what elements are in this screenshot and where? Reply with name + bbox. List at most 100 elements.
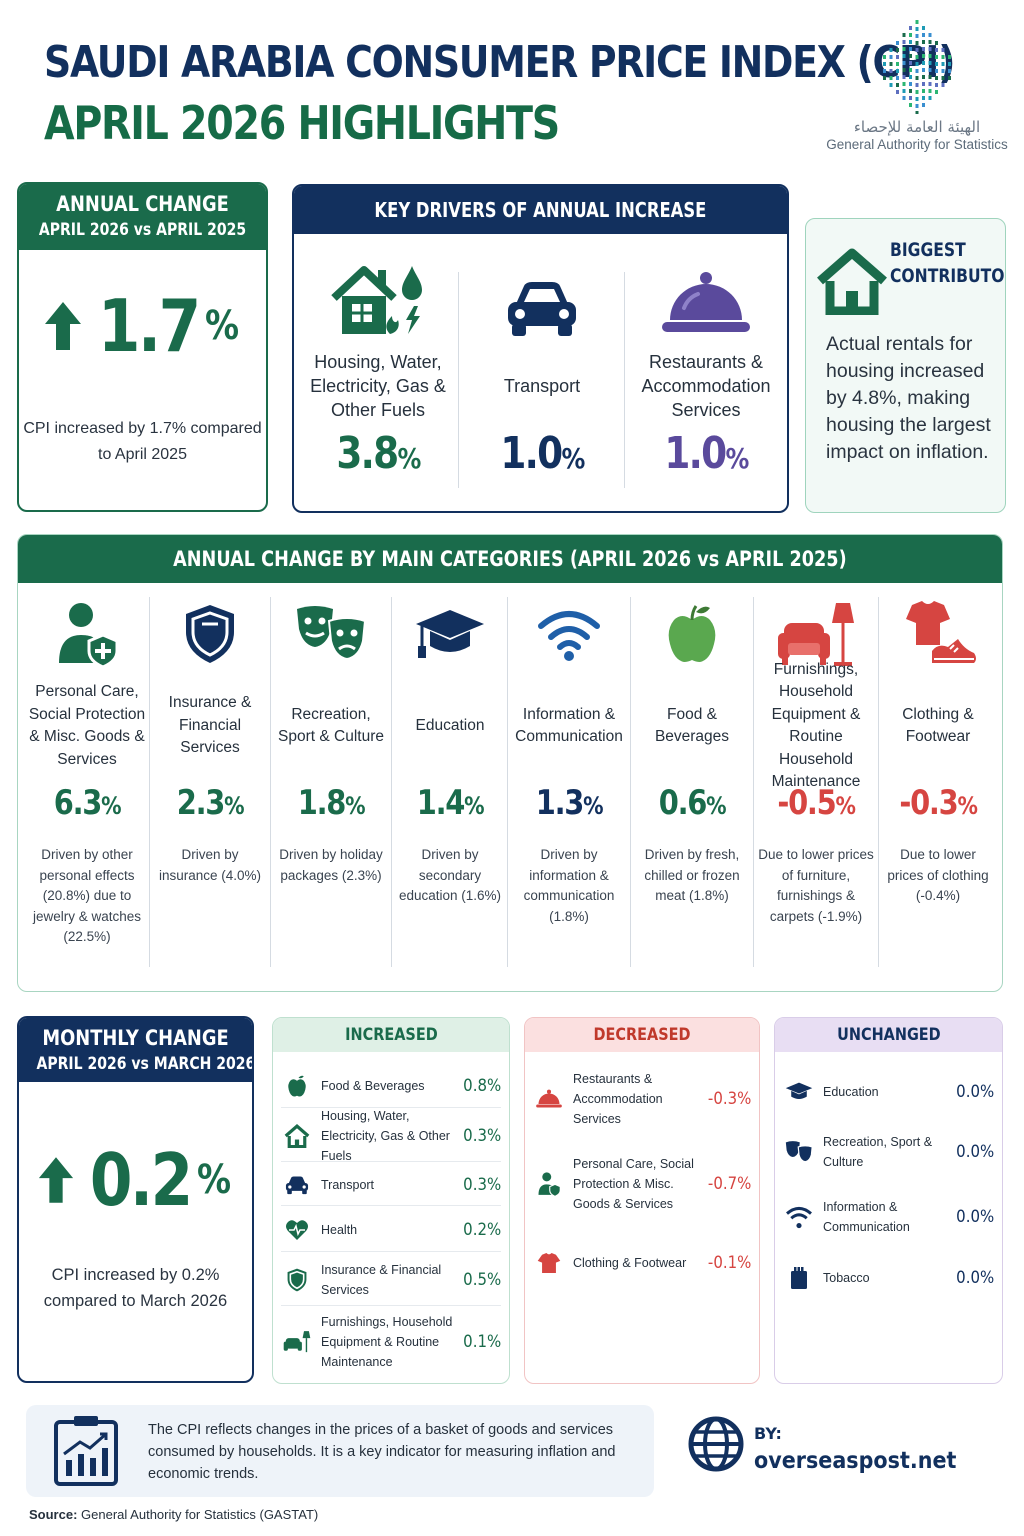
- house-utilities-icon: [296, 258, 460, 338]
- annual-change-header: ANNUAL CHANGE APRIL 2026 vs APRIL 2025: [19, 184, 266, 250]
- category-value: 6.3%: [53, 783, 122, 823]
- monthly-change-period: APRIL 2026 vs MARCH 2026: [36, 1054, 254, 1073]
- category-education: Education 1.4% Driven by secondary educa…: [392, 595, 508, 985]
- category-label: Personal Care, Social Protection & Misc.…: [28, 683, 146, 768]
- up-arrow-icon: [45, 302, 82, 350]
- driver-label: Housing, Water, Electricity, Gas & Other…: [310, 352, 446, 420]
- unchanged-list-card: UNCHANGED Education 0.0% Recreation, Spo…: [774, 1017, 1003, 1384]
- divider: [753, 597, 754, 967]
- category-note: Driven by fresh, chilled or frozen meat …: [644, 847, 740, 903]
- apple-icon: [281, 1074, 313, 1098]
- categories-heading: ANNUAL CHANGE BY MAIN CATEGORIES (APRIL …: [173, 547, 847, 571]
- up-arrow-icon: [39, 1157, 74, 1203]
- shield-icon: [150, 595, 270, 673]
- monthly-change-heading: MONTHLY CHANGE: [42, 1026, 229, 1050]
- graduation-cap-icon: [783, 1080, 815, 1104]
- wifi-icon: [508, 595, 630, 673]
- cloche-icon: [533, 1088, 565, 1110]
- list-item-value: 0.0%: [955, 1082, 994, 1102]
- house-icon: [281, 1123, 313, 1148]
- list-item-value: 0.5%: [462, 1269, 501, 1290]
- biggest-contributor-heading: BIGGEST CONTRIBUTOR: [890, 239, 1006, 287]
- globe-icon: [688, 1416, 744, 1472]
- theater-masks-icon: [271, 595, 391, 673]
- annual-change-heading: ANNUAL CHANGE: [56, 192, 229, 216]
- list-item-value: -0.3%: [707, 1089, 751, 1109]
- list-item-value: 0.0%: [955, 1142, 994, 1162]
- divider: [630, 597, 631, 967]
- source-line: Source: General Authority for Statistics…: [29, 1507, 318, 1522]
- category-label: Recreation, Sport & Culture: [278, 705, 384, 746]
- categories-header: ANNUAL CHANGE BY MAIN CATEGORIES (APRIL …: [18, 535, 1002, 583]
- category-information: Information & Communication 1.3% Driven …: [508, 595, 630, 985]
- key-drivers-header: KEY DRIVERS OF ANNUAL INCREASE: [294, 186, 787, 234]
- category-value: 1.3%: [535, 783, 604, 823]
- category-label: Information & Communication: [515, 705, 623, 746]
- shirt-icon: [533, 1250, 565, 1276]
- divider: [507, 597, 508, 967]
- category-clothing: Clothing & Footwear -0.3% Due to lower p…: [879, 595, 997, 985]
- shirt-shoe-icon: [879, 595, 997, 673]
- unchanged-header: UNCHANGED: [775, 1018, 1002, 1052]
- gastat-emblem-icon: [883, 20, 951, 114]
- list-item-label: Recreation, Sport & Culture: [823, 1135, 933, 1169]
- category-label: Food & Beverages: [654, 705, 730, 746]
- list-item: Recreation, Sport & Culture 0.0%: [783, 1128, 994, 1176]
- byline-site[interactable]: overseaspost.net: [754, 1448, 957, 1474]
- clipboard-chart-icon: [54, 1416, 118, 1486]
- list-item-value: 0.2%: [462, 1219, 501, 1240]
- category-value: 2.3%: [176, 783, 245, 823]
- list-item-label: Insurance & Financial Services: [321, 1262, 442, 1297]
- driver-value: 1.0%: [664, 428, 749, 479]
- biggest-contributor-card: BIGGEST CONTRIBUTOR Actual rentals for h…: [805, 218, 1006, 513]
- category-note: Driven by holiday packages (2.3%): [279, 847, 383, 883]
- house-icon: [817, 248, 887, 315]
- graduation-cap-icon: [392, 595, 508, 673]
- category-note: Due to lower prices of furniture, furnis…: [758, 847, 874, 924]
- list-item-label: Information & Communication: [823, 1200, 910, 1234]
- category-value: 0.6%: [658, 783, 727, 823]
- decreased-list-card: DECREASED Restaurants & Accommodation Se…: [524, 1017, 760, 1384]
- list-item-label: Personal Care, Social Protection & Misc.…: [573, 1157, 694, 1211]
- category-label: Education: [415, 716, 485, 734]
- monthly-change-header: MONTHLY CHANGE APRIL 2026 vs MARCH 2026: [19, 1018, 252, 1082]
- list-item-label: Restaurants & Accommodation Services: [573, 1072, 663, 1126]
- list-item: Clothing & Footwear -0.1%: [533, 1242, 751, 1284]
- category-label: Furnishings, Household Equipment & Routi…: [771, 660, 861, 791]
- list-item: Personal Care, Social Protection & Misc.…: [533, 1146, 751, 1222]
- driver-value: 1.0%: [500, 428, 585, 479]
- list-item-value: 0.3%: [462, 1125, 501, 1146]
- divider: [624, 272, 625, 488]
- source-label: Source:: [29, 1507, 78, 1522]
- apple-icon: [631, 595, 753, 673]
- gastat-logo: الهيئة العامة للإحصاء General Authority …: [822, 16, 1012, 166]
- list-item-value: 0.1%: [462, 1332, 501, 1352]
- annual-change-unit: %: [204, 303, 239, 349]
- list-item: Tobacco 0.0%: [783, 1258, 994, 1298]
- driver-restaurants: Restaurants & Accommodation Services 1.0…: [624, 258, 787, 488]
- list-item-label: Education: [823, 1085, 879, 1099]
- armchair-lamp-icon: [281, 1329, 313, 1355]
- car-icon: [281, 1175, 313, 1195]
- driver-value: 3.8%: [336, 428, 421, 479]
- driver-transport: Transport 1.0%: [460, 258, 624, 488]
- category-value: -0.5%: [777, 783, 856, 823]
- cloche-icon: [624, 258, 787, 338]
- shield-icon: [281, 1267, 313, 1293]
- list-item: Health 0.2%: [281, 1208, 501, 1252]
- annual-change-card: ANNUAL CHANGE APRIL 2026 vs APRIL 2025 1…: [17, 182, 268, 512]
- key-drivers-heading: KEY DRIVERS OF ANNUAL INCREASE: [374, 198, 707, 222]
- list-item-value: -0.1%: [707, 1253, 751, 1273]
- category-insurance: Insurance & Financial Services 2.3% Driv…: [150, 595, 270, 985]
- list-item-value: 0.3%: [462, 1174, 501, 1195]
- logo-arabic-name: الهيئة العامة للإحصاء: [853, 118, 981, 136]
- cigarette-pack-icon: [783, 1266, 815, 1290]
- list-item-value: 0.0%: [955, 1268, 994, 1288]
- list-item-value: 0.8%: [462, 1075, 501, 1096]
- heart-pulse-icon: [281, 1219, 313, 1241]
- increased-list-card: INCREASED Food & Beverages 0.8% Housing,…: [272, 1017, 510, 1384]
- list-item-label: Furnishings, Household Equipment & Routi…: [321, 1315, 453, 1369]
- armchair-lamp-icon: [754, 595, 878, 673]
- list-item: Food & Beverages 0.8%: [281, 1064, 501, 1108]
- driver-housing: Housing, Water, Electricity, Gas & Other…: [296, 258, 460, 488]
